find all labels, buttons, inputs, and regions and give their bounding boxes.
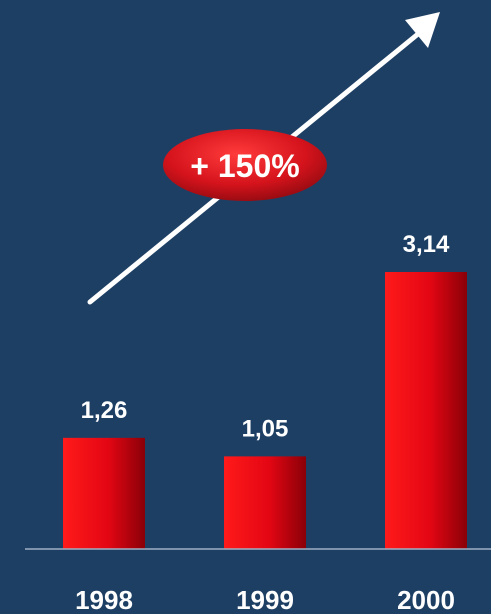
tick-labels-layer: 1998 1999 2000 (75, 585, 455, 614)
bar-1998 (63, 437, 145, 549)
value-labels-layer: 1,26 1,05 3,14 (81, 231, 450, 442)
x-tick-label-1999: 1999 (236, 585, 294, 614)
value-label-1999: 1,05 (242, 415, 289, 442)
x-tick-label-2000: 2000 (397, 585, 455, 614)
value-label-2000: 3,14 (403, 231, 450, 258)
growth-arrow-head (405, 12, 440, 48)
growth-badge-ellipse (163, 129, 327, 201)
growth-badge-text: + 150% (190, 148, 299, 184)
value-label-1998: 1,26 (81, 397, 128, 424)
bar-2000 (385, 272, 467, 549)
growth-badge: + 150% (163, 129, 327, 201)
bar-1999 (224, 456, 306, 549)
x-tick-label-1998: 1998 (75, 585, 133, 614)
bars-layer (63, 272, 467, 549)
